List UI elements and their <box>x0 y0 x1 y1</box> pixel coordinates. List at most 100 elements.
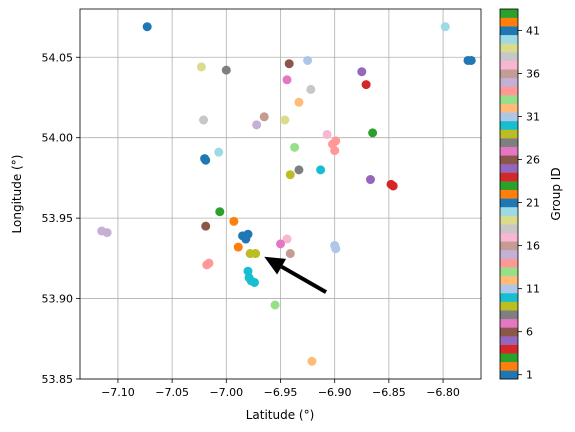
colorbar-tick-label: 26 <box>526 154 540 167</box>
x-tick-label: −6.90 <box>318 386 352 399</box>
data-point <box>282 75 292 85</box>
colorbar-segment <box>500 69 518 79</box>
colorbar-segment <box>500 146 518 156</box>
colorbar-segment <box>500 292 518 302</box>
colorbar-segment <box>500 258 518 268</box>
data-point <box>388 181 398 191</box>
data-point <box>282 234 292 244</box>
colorbar-segment <box>500 310 518 320</box>
colorbar-segment <box>500 103 518 113</box>
colorbar-tick-label: 1 <box>526 369 533 382</box>
data-point <box>215 207 225 217</box>
data-point <box>303 55 313 65</box>
data-point <box>285 249 295 259</box>
data-point <box>316 165 326 175</box>
colorbar-segment <box>500 26 518 36</box>
data-point <box>290 142 300 152</box>
colorbar-segment <box>500 120 518 130</box>
data-point <box>276 239 285 249</box>
x-tick-label: −7.10 <box>101 386 135 399</box>
data-point <box>331 244 341 254</box>
data-point <box>280 115 290 125</box>
colorbar-label: Group ID <box>549 167 563 220</box>
y-tick-label: 53.90 <box>42 293 74 306</box>
data-points <box>97 22 476 366</box>
x-tick-label: −7.05 <box>155 386 189 399</box>
data-point <box>270 300 280 310</box>
colorbar-tick-label: 21 <box>526 197 540 210</box>
colorbar-segment <box>500 17 518 27</box>
data-point <box>199 115 209 125</box>
data-point <box>466 55 476 65</box>
y-tick-label: 53.95 <box>42 212 74 225</box>
data-point <box>252 120 262 130</box>
colorbar-segment <box>500 215 518 225</box>
colorbar-segment <box>500 138 518 147</box>
data-point <box>201 221 211 231</box>
arrow-shaft <box>280 264 328 294</box>
colorbar-tick-label: 36 <box>526 68 540 81</box>
y-axis-ticks: 53.85 53.90 53.95 54.00 54.05 <box>42 51 80 386</box>
data-point <box>233 242 243 252</box>
colorbar-segment <box>500 284 518 294</box>
x-tick-label: −6.80 <box>426 386 460 399</box>
data-point <box>142 22 152 32</box>
colorbar-segment <box>500 344 518 354</box>
colorbar-segment <box>500 43 518 53</box>
colorbar-tick-label: 16 <box>526 240 540 253</box>
y-tick-label: 54.05 <box>42 51 74 64</box>
data-point <box>330 146 340 156</box>
annotation-arrow <box>264 256 328 294</box>
data-point <box>241 234 251 244</box>
colorbar-segment <box>500 163 518 173</box>
colorbar-segment <box>500 181 518 190</box>
colorbar-segment <box>500 224 518 234</box>
x-tick-label: −7.00 <box>209 386 243 399</box>
arrow-head <box>264 256 287 275</box>
colorbar-segment <box>500 77 518 87</box>
x-tick-label: −6.95 <box>264 386 298 399</box>
data-point <box>322 129 332 139</box>
colorbar-frame <box>499 8 519 380</box>
data-point <box>251 249 261 259</box>
colorbar-tick-label: 11 <box>526 283 540 296</box>
data-point <box>306 84 316 94</box>
colorbar-segment <box>500 318 518 328</box>
y-axis-label: Longitude (°) <box>10 155 24 234</box>
x-tick-label: −6.85 <box>372 386 406 399</box>
colorbar-segment <box>500 267 518 277</box>
data-point <box>229 216 239 226</box>
colorbar-segment <box>500 353 518 363</box>
y-tick-label: 54.00 <box>42 132 74 145</box>
y-tick-label: 53.85 <box>42 373 74 386</box>
x-axis-label: Latitude (°) <box>246 408 315 422</box>
data-point <box>214 147 224 157</box>
data-point <box>102 228 112 238</box>
colorbar-tick-label: 31 <box>526 111 540 124</box>
colorbar-segment <box>500 198 518 208</box>
colorbar-tick-label: 6 <box>526 326 533 339</box>
colorbar-segment <box>500 112 518 122</box>
colorbar-segment <box>500 172 518 182</box>
colorbar-tick-label: 41 <box>526 25 540 38</box>
data-point <box>284 59 294 69</box>
colorbar-segment <box>500 95 518 104</box>
colorbar-segment <box>500 301 518 311</box>
colorbar-segment <box>500 129 518 139</box>
colorbar-segment <box>500 60 518 70</box>
colorbar-segment <box>500 86 518 96</box>
colorbar-segment <box>500 249 518 259</box>
colorbar-segment <box>500 9 518 18</box>
data-point <box>368 128 378 138</box>
colorbar-segment <box>500 361 518 371</box>
data-point <box>365 175 375 185</box>
data-point <box>221 65 231 75</box>
colorbar-segment <box>500 155 518 165</box>
data-point <box>201 155 211 165</box>
data-point <box>307 356 317 366</box>
colorbar-segment <box>500 232 518 242</box>
colorbar-segment <box>500 275 518 285</box>
colorbar-segment <box>500 370 518 380</box>
